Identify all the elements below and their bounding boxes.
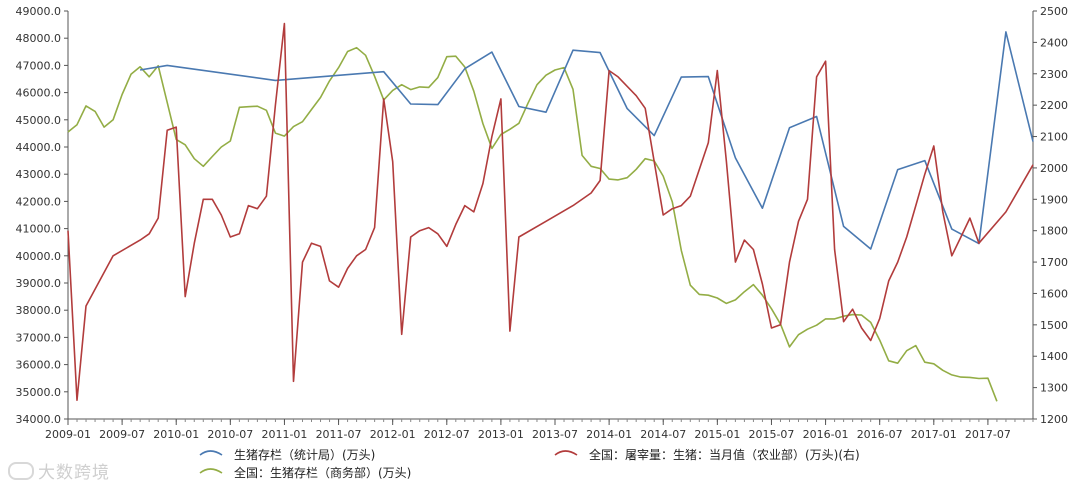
y-left-tick-label: 39000.0 [16,277,62,290]
legend-label: 生猪存栏（统计局）(万头) [234,447,375,462]
y-left-tick-label: 36000.0 [16,359,62,372]
x-tick-label: 2017-07 [965,428,1011,441]
y-left-tick-label: 34000.0 [16,413,62,426]
y-right-tick-label: 1200 [1040,413,1068,426]
y-right-tick-label: 2200 [1040,99,1068,112]
x-tick-label: 2010-01 [153,428,199,441]
y-left-tick-label: 44000.0 [16,141,62,154]
y-left-tick-label: 41000.0 [16,223,62,236]
x-tick-label: 2012-01 [370,428,416,441]
legend-label: 全国：屠宰量：生猪：当月值（农业部）(万头)(右) [589,447,860,462]
y-left-tick-label: 43000.0 [16,168,62,181]
x-tick-label: 2013-01 [478,428,524,441]
legend: 生猪存栏（统计局）(万头) 全国：屠宰量：生猪：当月值（农业部）(万头)(右) 全国… [199,447,860,480]
x-tick-label: 2010-07 [207,428,253,441]
series-line-1 [139,31,1034,250]
y-left-tick-label: 37000.0 [16,331,62,344]
x-tick-label: 2013-07 [532,428,578,441]
y-right-tick-label: 1600 [1040,287,1068,300]
x-tick-label: 2012-07 [424,428,470,441]
y-left-tick-label: 38000.0 [16,304,62,317]
y-left-tick-label: 45000.0 [16,114,62,127]
y-left-tick-label: 46000.0 [16,87,62,100]
y-right-tick-label: 1500 [1040,319,1068,332]
y-left-tick-label: 47000.0 [16,59,62,72]
watermark-logo-icon [8,462,34,480]
y-right-tick-label: 2300 [1040,68,1068,81]
x-tick-label: 2014-01 [586,428,632,441]
x-tick-label: 2014-07 [640,428,686,441]
y-right-tick-label: 1800 [1040,225,1068,238]
y-right-tick-label: 2400 [1040,36,1068,49]
series-line-2 [67,22,1034,401]
y-left-tick-label: 48000.0 [16,32,62,45]
x-tick-label: 2009-01 [45,428,91,441]
x-tick-label: 2009-07 [99,428,145,441]
legend-label: 全国：生猪存栏（商务部）(万头) [234,465,411,480]
y-left-tick-label: 42000.0 [16,195,62,208]
x-tick-label: 2011-07 [316,428,362,441]
x-tick-label: 2016-07 [857,428,903,441]
watermark-text: 大数跨境 [38,463,110,483]
y-right-tick-label: 1300 [1040,382,1068,395]
y-right-tick-label: 1700 [1040,256,1068,269]
legend-swatch [199,450,223,456]
y-left-tick-label: 35000.0 [16,386,62,399]
y-right-tick-label: 2100 [1040,131,1068,144]
y-left-tick-label: 40000.0 [16,250,62,263]
series-layer [67,22,1034,402]
series-line-3 [67,46,998,402]
legend-swatch [554,450,578,456]
x-tick-label: 2017-01 [911,428,957,441]
y-right-tick-label: 2000 [1040,162,1068,175]
y-right-tick-label: 1900 [1040,193,1068,206]
y-right-tick-label: 2500 [1040,5,1068,18]
y-left-tick-label: 49000.0 [16,5,62,18]
watermark: 大数跨境 [8,458,110,483]
y-right-tick-label: 1400 [1040,350,1068,363]
legend-swatch [199,468,223,474]
x-tick-label: 2015-01 [694,428,740,441]
x-tick-label: 2011-01 [261,428,307,441]
x-tick-label: 2016-01 [803,428,849,441]
x-tick-label: 2015-07 [748,428,794,441]
axes: 34000.0 35000.0 36000.0 37000.0 38000.0 39000… [16,5,1069,441]
